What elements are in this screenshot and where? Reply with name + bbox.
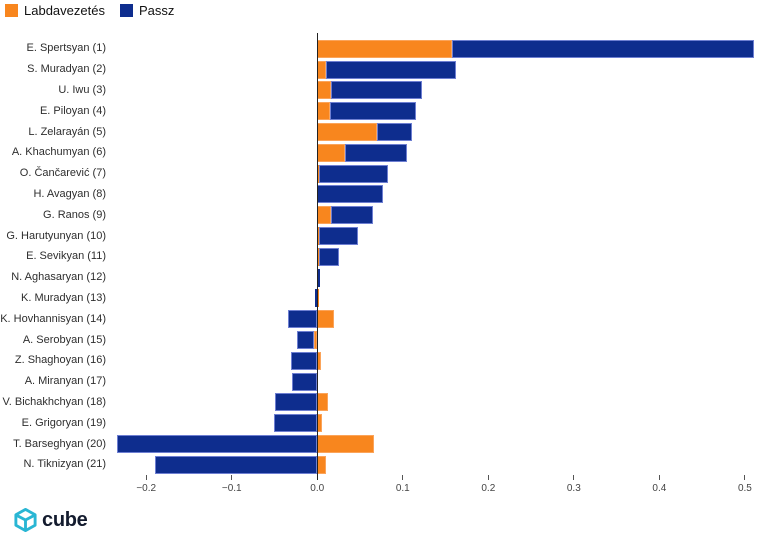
cube-icon [14, 507, 37, 533]
bar-segment-passz [345, 143, 408, 162]
x-axis-tick-label: 0.4 [652, 483, 667, 495]
y-axis-label: G. Harutyunyan (10) [6, 229, 106, 242]
x-axis-tick [658, 475, 660, 481]
bar-segment-labdavezetes [317, 102, 331, 121]
bar-segment-labdavezetes [317, 143, 346, 162]
bar-segment-passz [314, 289, 318, 308]
x-axis-tick-label: 0.2 [481, 483, 496, 495]
y-axis-label: S. Muradyan (2) [27, 63, 106, 76]
y-axis-label: K. Muradyan (13) [21, 292, 106, 304]
y-axis-label: E. Spertsyan (1) [26, 42, 106, 55]
x-axis-tick [145, 475, 147, 481]
y-axis-label: A. Khachumyan (6) [11, 146, 106, 159]
zero-baseline [316, 33, 318, 481]
x-axis-tick-label: 0.3 [566, 483, 581, 495]
bar-segment-passz [330, 81, 422, 100]
bar-segment-passz [330, 102, 417, 121]
x-axis-tick-label: −0.1 [221, 483, 242, 495]
bar-segment-labdavezetes [317, 164, 319, 183]
y-axis-label: O. Čančarević (7) [19, 167, 106, 180]
bar-segment-passz [318, 164, 389, 183]
bar-segment-passz [273, 414, 318, 433]
bar-segment-passz [317, 268, 320, 287]
y-axis-label: A. Miranyan (17) [24, 375, 106, 388]
y-axis-label: N. Aghasaryan (12) [11, 271, 106, 284]
bar-segment-passz [154, 455, 318, 474]
bar-segment-passz [377, 123, 413, 141]
cube-logo-text: cube [42, 508, 88, 531]
x-axis-tick-label: −0.2 [136, 483, 157, 495]
bar-segment-labdavezetes [317, 227, 319, 245]
bar-segment-labdavezetes [317, 123, 378, 141]
legend-label-passz: Passz [138, 3, 175, 18]
x-axis-tick [744, 475, 746, 481]
y-axis-label: E. Piloyan (4) [39, 104, 106, 117]
bar-segment-labdavezetes [317, 455, 326, 474]
stacked-bar-chart: E. Spertsyan (1) S. Muradyan (2) U. Iwu (3… [0, 33, 755, 495]
legend-item-labdavezetes[interactable]: Labdavezetés [5, 3, 105, 18]
bar-segment-labdavezetes [317, 310, 334, 329]
y-axis-label: N. Tiknizyan (21) [23, 458, 106, 471]
legend-swatch-blue-icon [119, 4, 133, 17]
bar-segment-labdavezetes [317, 81, 331, 100]
bar-segment-labdavezetes [317, 247, 319, 266]
y-axis-label: Z. Shaghoyan (16) [14, 354, 106, 367]
x-axis-tick [231, 475, 233, 481]
x-axis-tick-label: 0.1 [395, 483, 410, 495]
bar-segment-labdavezetes [317, 393, 329, 412]
y-axis-label: U. Iwu (3) [58, 84, 106, 96]
legend-label-labdavezetes: Labdavezetés [24, 3, 105, 18]
bar-segment-passz [275, 393, 318, 412]
bar-segment-labdavezetes [317, 39, 453, 58]
x-axis-tick [573, 475, 575, 481]
legend-swatch-orange-icon [5, 4, 18, 17]
bar-segment-passz [330, 206, 373, 225]
bar-segment-labdavezetes [317, 414, 323, 433]
bar-segment-labdavezetes [317, 289, 319, 308]
bar-segment-passz [296, 331, 314, 349]
bar-segment-passz [318, 227, 359, 245]
x-axis-tick [402, 475, 404, 481]
x-axis-tick [487, 475, 489, 481]
bar-segment-labdavezetes [317, 206, 331, 225]
x-axis-tick-label: 0.5 [737, 483, 752, 495]
legend: Labdavezetés Passz [5, 3, 174, 18]
bar-segment-labdavezetes [317, 60, 326, 79]
y-axis-label: G. Ranos (9) [43, 208, 106, 221]
cube-logo: cube [13, 507, 88, 533]
x-axis-tick-label: 0.0 [310, 483, 325, 495]
bar-segment-labdavezetes [317, 435, 374, 453]
bar-segment-passz [290, 351, 318, 370]
y-axis-label: K. Hovhannisyan (14) [0, 312, 106, 325]
bar-segment-passz [292, 372, 318, 391]
y-axis-label: T. Barseghyan (20) [13, 437, 106, 450]
legend-item-passz[interactable]: Passz [119, 3, 175, 18]
bar-segment-passz [288, 310, 318, 329]
bar-segment-passz [318, 247, 339, 266]
y-axis-label: E. Sevikyan (11) [26, 250, 106, 263]
y-axis-label: V. Bichakhchyan (18) [2, 396, 106, 408]
bar-segment-passz [452, 39, 755, 58]
bar-segment-passz [317, 185, 384, 204]
bar-segment-passz [325, 60, 456, 79]
y-axis-label: H. Avagyan (8) [33, 188, 106, 200]
y-axis-label: A. Serobyan (15) [22, 333, 106, 346]
y-axis-label: L. Zelarayán (5) [28, 125, 106, 138]
bar-segment-passz [117, 435, 318, 453]
y-axis-label: E. Grigoryan (19) [21, 416, 106, 429]
